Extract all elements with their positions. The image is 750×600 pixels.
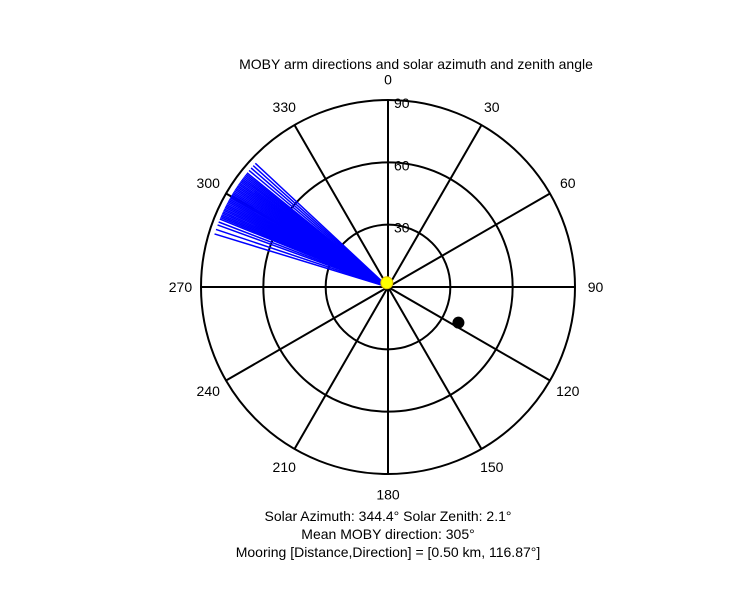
mean-direction: Mean MOBY direction: 305° <box>301 526 475 542</box>
angle-labels: 0 30 60 90 120 150 180 210 240 270 300 330 <box>169 71 604 502</box>
angle-label-210: 210 <box>273 459 297 475</box>
radial-label-30: 30 <box>394 220 410 236</box>
angle-label-270: 270 <box>169 279 193 295</box>
mooring-marker <box>452 316 465 329</box>
arm-line-1 <box>215 228 389 288</box>
angle-label-180: 180 <box>376 487 400 503</box>
solar-info: Solar Azimuth: 344.4° Solar Zenith: 2.1° <box>264 508 512 524</box>
radial-labels: 30 60 90 <box>394 95 410 236</box>
angle-label-90: 90 <box>588 279 604 295</box>
angle-label-60: 60 <box>560 175 576 191</box>
sun-marker <box>380 276 394 290</box>
radial-label-90: 90 <box>394 95 410 111</box>
angle-label-120: 120 <box>556 383 580 399</box>
angle-label-30: 30 <box>484 99 500 115</box>
radial-label-60: 60 <box>394 157 410 173</box>
arm-directions <box>214 162 389 288</box>
angle-label-0: 0 <box>384 71 392 87</box>
angle-label-300: 300 <box>197 175 221 191</box>
angle-label-150: 150 <box>480 459 504 475</box>
markers <box>380 276 465 329</box>
angle-label-240: 240 <box>197 383 221 399</box>
arm-line-0 <box>214 233 389 288</box>
arm-line-42 <box>254 162 389 288</box>
angle-label-330: 330 <box>273 99 297 115</box>
mooring-info: Mooring [Distance,Direction] = [0.50 km,… <box>235 544 541 560</box>
chart-title: MOBY arm directions and solar azimuth an… <box>239 56 593 72</box>
